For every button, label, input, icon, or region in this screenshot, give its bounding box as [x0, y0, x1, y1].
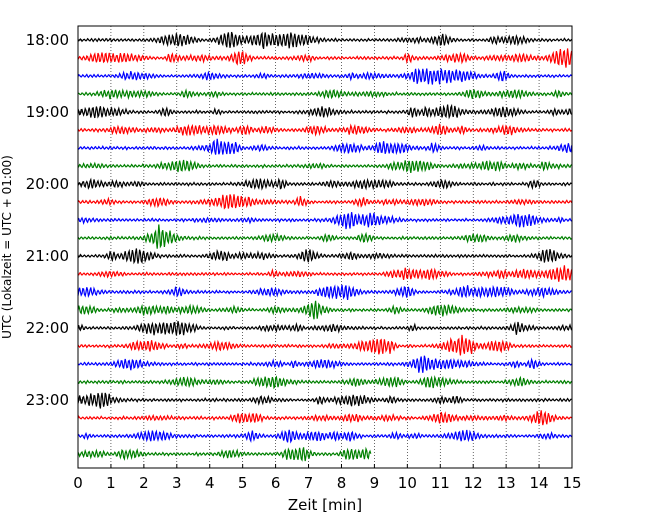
y-tick-label: 22:00 [26, 319, 69, 337]
x-tick-label: 0 [73, 474, 83, 492]
trace-row-2130 [77, 284, 572, 300]
trace-row-2215 [77, 334, 572, 356]
trace-row-2030 [77, 212, 573, 230]
trace-row-1915 [77, 123, 573, 137]
x-axis-ticks: 0 1 2 3 4 5 6 7 8 9 10 11 12 13 14 15 [73, 464, 582, 492]
x-tick-label: 5 [238, 474, 248, 492]
x-tick-label: 13 [497, 474, 516, 492]
trace-row-2245 [77, 375, 573, 390]
trace-row-2045 [77, 224, 572, 249]
y-tick-label: 19:00 [26, 103, 69, 121]
trace-row-1845 [77, 88, 573, 101]
y-axis-label: UTC (Lokalzeit = UTC + 01:00) [0, 155, 14, 339]
trace-row-2230 [77, 355, 573, 373]
trace-row-1930 [77, 138, 573, 156]
y-tick-label: 23:00 [26, 391, 69, 409]
x-tick-label: 3 [172, 474, 182, 492]
trace-row-1945 [77, 159, 573, 174]
x-tick-label: 10 [398, 474, 417, 492]
y-tick-label: 21:00 [26, 247, 69, 265]
y-tick-label: 20:00 [26, 175, 69, 193]
x-tick-label: 8 [337, 474, 347, 492]
plot-frame [77, 25, 573, 469]
x-tick-label: 9 [370, 474, 380, 492]
trace-row-1815 [77, 48, 573, 68]
trace-row-1830 [77, 67, 573, 85]
trace-row-2000 [77, 177, 572, 191]
trace-row-2145 [77, 300, 573, 320]
y-tick-label: 18:00 [26, 31, 69, 49]
trace-row-1900 [77, 103, 573, 120]
x-tick-label: 12 [464, 474, 483, 492]
x-tick-label: 7 [304, 474, 314, 492]
trace-row-2345 [77, 446, 372, 462]
x-tick-label: 4 [205, 474, 215, 492]
seismic-traces [77, 31, 573, 462]
trace-row-2100 [77, 248, 573, 265]
x-tick-label: 14 [530, 474, 549, 492]
y-axis-ticks: 18:00 19:00 20:00 21:00 22:00 23:00 [26, 31, 82, 409]
trace-row-2330 [77, 429, 573, 444]
x-axis-label: Zeit [min] [288, 496, 362, 514]
trace-row-2300 [77, 392, 572, 409]
trace-row-2315 [77, 410, 573, 426]
x-tick-label: 11 [431, 474, 450, 492]
x-tick-label: 15 [562, 474, 581, 492]
trace-row-2115 [77, 265, 573, 282]
x-tick-label: 6 [271, 474, 281, 492]
x-tick-label: 1 [106, 474, 116, 492]
trace-row-1800 [77, 31, 573, 49]
trace-row-2015 [77, 194, 573, 210]
trace-row-2200 [77, 321, 573, 336]
x-tick-label: 2 [139, 474, 149, 492]
